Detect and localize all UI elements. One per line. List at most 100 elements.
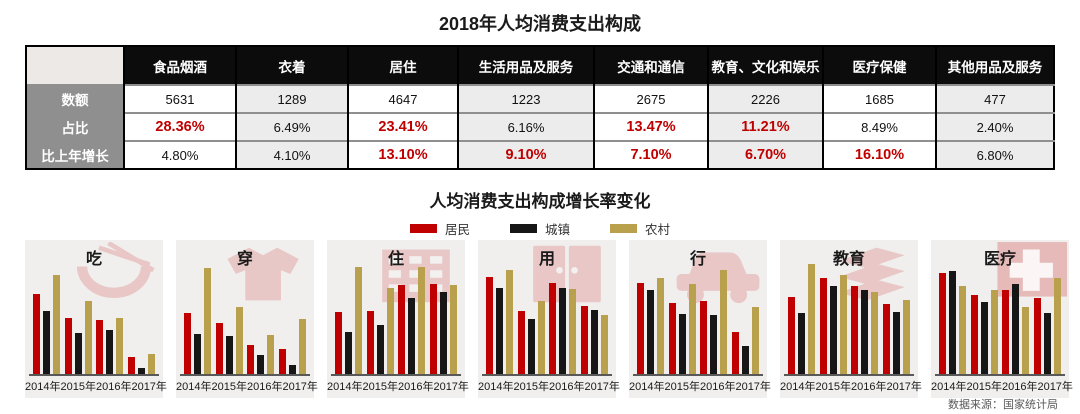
bar-居民 (215, 323, 223, 374)
bar-农村 (1053, 278, 1061, 374)
table-column-header: 衣着 (235, 46, 348, 85)
bar-group-2016年 (398, 262, 426, 374)
chart-panel-行: 行 2014年 2015年 2016年 2017年 (629, 240, 771, 398)
x-tick-label: 2016年 (397, 381, 434, 393)
legend: 居民 城镇 农村 (0, 219, 1080, 238)
bar-农村 (418, 267, 426, 374)
bar-农村 (204, 268, 212, 374)
bar-城镇 (376, 325, 384, 374)
table-column-header: 医疗保健 (822, 46, 936, 85)
table-cell: 13.47% (593, 112, 708, 141)
bar-居民 (882, 304, 890, 374)
bar-居民 (731, 332, 739, 374)
bars-area (786, 262, 912, 374)
growth-chart-title: 人均消费支出构成增长率变化 (429, 192, 651, 211)
x-tick-label: 2016年 (548, 381, 585, 393)
table-row-label: 占比 (25, 112, 124, 141)
bar-group-2016年 (851, 262, 879, 374)
bar-group-2017年 (1033, 262, 1061, 374)
table-cell: 1685 (822, 84, 936, 113)
bar-农村 (720, 270, 728, 374)
bar-农村 (751, 307, 759, 374)
bar-农村 (839, 275, 847, 374)
table-cell: 8.49% (822, 112, 936, 141)
bar-居民 (1033, 298, 1041, 374)
bar-城镇 (798, 313, 806, 374)
bar-农村 (449, 285, 457, 374)
table-cell: 7.10% (593, 140, 708, 169)
table-column-header: 食品烟酒 (123, 46, 236, 85)
bar-居民 (64, 318, 72, 374)
bar-居民 (96, 320, 104, 374)
legend-item: 居民 (409, 219, 470, 238)
wardrobe-icon (520, 242, 614, 311)
legend-swatch (509, 224, 537, 233)
table-cell: 6.70% (707, 140, 823, 169)
bar-居民 (517, 311, 525, 374)
bar-group-2017年 (580, 262, 608, 374)
bar-农村 (569, 289, 577, 374)
legend-label: 农村 (645, 223, 671, 237)
growth-panels: 吃 2014年 2015年 2016年 2017年穿 2014年 2015年 2016年 201… (25, 240, 1073, 398)
table-cell: 1223 (457, 84, 594, 113)
table-cell: 477 (935, 84, 1054, 113)
chart-panel-教育: 教育 2014年 2015年 2016年 2017年 (780, 240, 922, 398)
table-cell: 2675 (593, 84, 708, 113)
chart-panel-住: 住 2014年 2015年 2016年 2017年 (327, 240, 469, 398)
table-cell: 5631 (123, 84, 236, 113)
x-tick-label: 2017年 (886, 381, 922, 393)
x-tick-label: 2014年 (176, 381, 212, 393)
bar-居民 (819, 278, 827, 374)
x-tick-label: 2016年 (246, 381, 283, 393)
bar-城镇 (892, 312, 900, 374)
bar-居民 (700, 301, 708, 374)
bar-城镇 (408, 298, 416, 374)
bars-area (937, 262, 1063, 374)
bars-area (635, 262, 761, 374)
bar-group-2017年 (278, 262, 306, 374)
x-axis-line (331, 374, 461, 376)
bar-group-2015年 (819, 262, 847, 374)
bar-农村 (267, 335, 275, 374)
bar-农村 (84, 301, 92, 374)
x-tick-label: 2014年 (629, 381, 665, 393)
table-row: 数额 5631 1289 4647 1223 2675 2226 1685 477 (25, 84, 1054, 113)
bar-居民 (278, 349, 286, 374)
table-body: 数额 5631 1289 4647 1223 2675 2226 1685 477 占比 28.36… (25, 84, 1054, 169)
bar-group-2014年 (939, 262, 967, 374)
bar-group-2015年 (64, 262, 92, 374)
table-header-row: 食品烟酒 衣着 居住 生活用品及服务 交通和通信 教育、文化和娱乐 医疗保健 其他用品及服务 (25, 46, 1054, 85)
bar-居民 (486, 277, 494, 374)
x-tick-label: 2017年 (584, 381, 620, 393)
rice-bowl-icon (67, 240, 161, 311)
bar-居民 (580, 306, 588, 374)
table-corner-cell (25, 46, 124, 85)
bar-group-2015年 (517, 262, 545, 374)
x-axis-labels: 2014年 2015年 2016年 2017年 (931, 378, 1073, 394)
x-axis-line (180, 374, 310, 376)
x-tick-label: 2016年 (1001, 381, 1038, 393)
legend-swatch (409, 224, 437, 233)
x-tick-label: 2015年 (513, 381, 549, 393)
bar-城镇 (559, 288, 567, 374)
bar-居民 (429, 284, 437, 374)
bar-城镇 (345, 332, 353, 374)
bar-居民 (247, 345, 255, 374)
tshirt-icon (218, 242, 312, 311)
x-tick-label: 2017年 (1037, 381, 1073, 393)
bar-城镇 (980, 302, 988, 374)
x-tick-label: 2017年 (433, 381, 469, 393)
panel-title: 住 (387, 251, 404, 268)
bar-居民 (1002, 290, 1010, 374)
x-tick-label: 2015年 (664, 381, 700, 393)
bar-城镇 (829, 286, 837, 374)
x-axis-labels: 2014年 2015年 2016年 2017年 (176, 378, 318, 394)
legend-label: 城镇 (544, 223, 570, 237)
panel-title: 用 (538, 251, 555, 268)
bars-area (333, 262, 459, 374)
table-cell: 6.16% (457, 112, 594, 141)
table-cell: 28.36% (123, 112, 236, 141)
x-tick-label: 2014年 (478, 381, 514, 393)
bar-农村 (355, 267, 363, 374)
bar-城镇 (288, 365, 296, 374)
